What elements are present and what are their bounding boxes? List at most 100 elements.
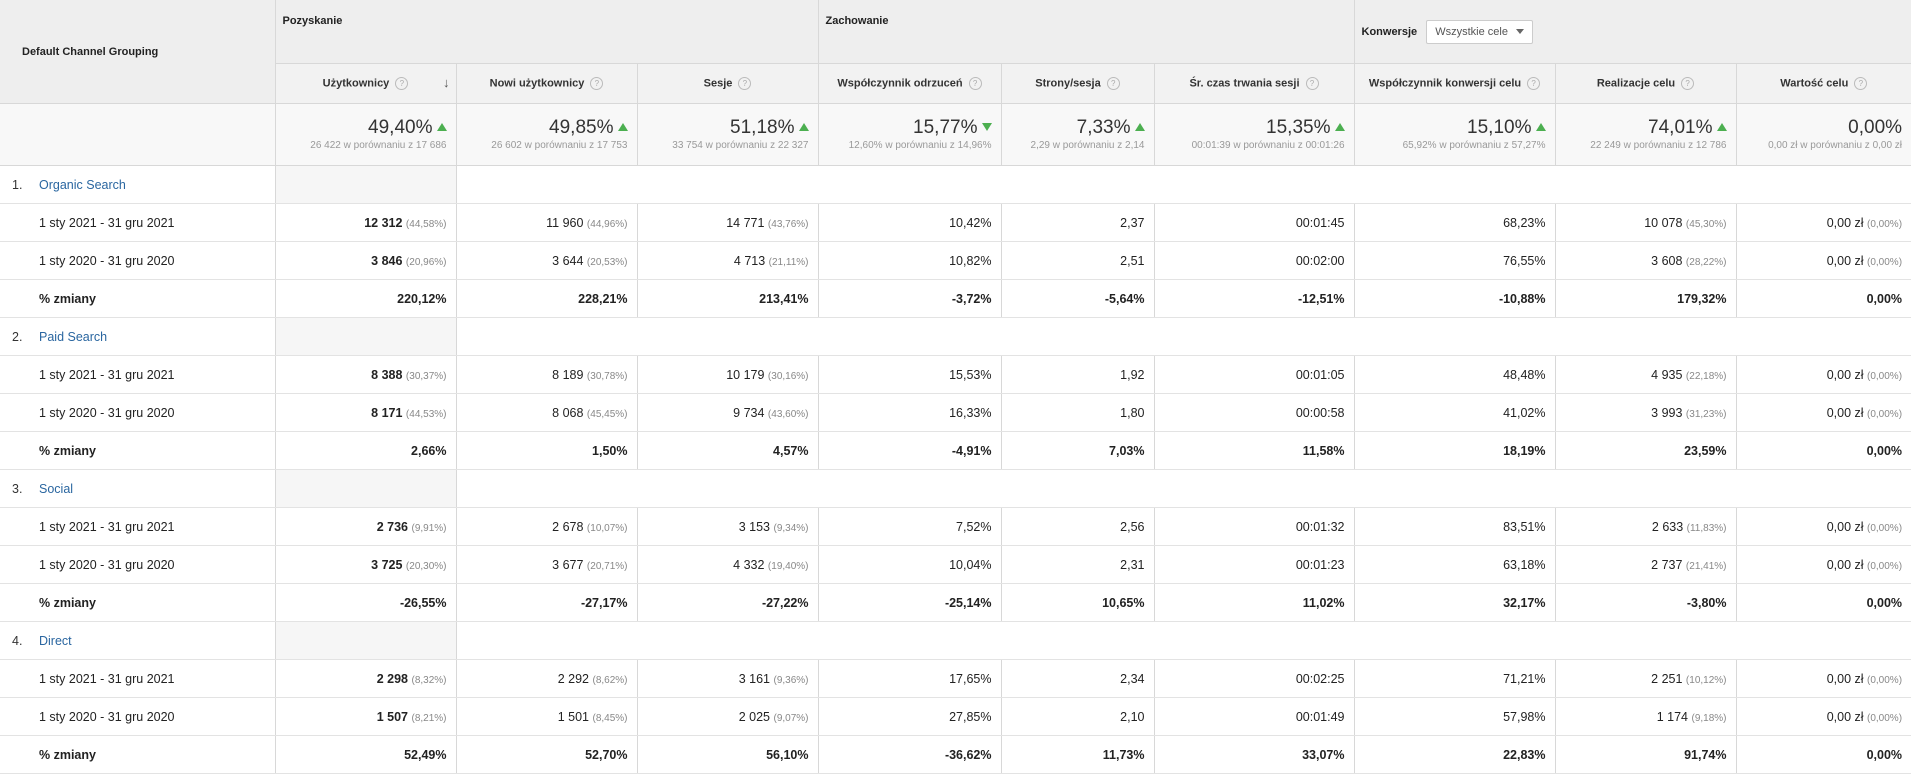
column-header-label: Realizacje celu — [1596, 77, 1676, 90]
column-header-label: Śr. czas trwania sesji — [1189, 77, 1300, 90]
totals-change-value: 51,18% — [730, 117, 795, 138]
metric-share: (44,53%) — [405, 408, 447, 420]
metric-cell: 41,02% — [1353, 393, 1555, 432]
channel-row: 1. Organic Search — [0, 165, 1911, 204]
metric-cell: 00:01:23 — [1153, 545, 1354, 584]
metric-share: (20,71%) — [586, 560, 628, 572]
totals-change-value: 7,33% — [1076, 117, 1131, 138]
metric-share: (21,11%) — [768, 256, 809, 268]
totals-comparison: 22 249 w porównaniu z 12 786 — [1590, 140, 1727, 151]
metric-value: -25,14% — [944, 595, 992, 610]
metric-cell: 11,58% — [1153, 431, 1354, 470]
metric-value: 0,00 zł — [1826, 253, 1864, 268]
row-label: % zmiany — [0, 431, 275, 470]
metric-cell: 63,18% — [1353, 545, 1555, 584]
channel-link[interactable]: Social — [39, 481, 74, 496]
help-icon[interactable]: ? — [1106, 77, 1120, 90]
metric-value: 10,82% — [949, 253, 992, 268]
column-header-8[interactable]: Wartość celu? — [1735, 63, 1911, 104]
totals-cell: 51,18% 33 754 w porównaniu z 22 327 — [636, 103, 818, 166]
goal-select[interactable]: Wszystkie cele — [1426, 19, 1533, 44]
help-icon[interactable]: ? — [968, 77, 982, 90]
channel-link[interactable]: Direct — [39, 633, 72, 648]
help-icon[interactable]: ? — [1527, 77, 1541, 90]
help-icon[interactable]: ? — [590, 77, 604, 90]
metric-value: 10 078 — [1644, 215, 1683, 230]
change-row: % zmiany 220,12% 228,21% 213,41% -3,72% -5,64… — [0, 279, 1911, 318]
metric-cell: 0,00% — [1735, 279, 1911, 318]
metric-value: 213,41% — [759, 291, 809, 306]
column-header-label: Współczynnik konwersji celu — [1368, 77, 1522, 90]
metric-cell: 0,00 zł (0,00%) — [1735, 697, 1911, 736]
metric-value: -12,51% — [1297, 291, 1345, 306]
metric-cell: 2 736 (9,91%) — [274, 507, 456, 546]
column-header-7[interactable]: Realizacje celu? — [1554, 63, 1736, 104]
metric-share: (9,91%) — [411, 522, 447, 534]
metric-cell: -10,88% — [1353, 279, 1555, 318]
help-icon[interactable]: ? — [738, 77, 752, 90]
channel-link[interactable]: Organic Search — [39, 177, 126, 192]
metric-cell: 0,00% — [1735, 583, 1911, 622]
metric-share: (30,37%) — [405, 370, 447, 382]
trend-down-icon — [981, 123, 992, 131]
row-label: 1 sty 2021 - 31 gru 2021 — [0, 507, 275, 546]
metric-value: 228,21% — [578, 291, 628, 306]
metric-value: 7,52% — [956, 519, 992, 534]
help-icon[interactable]: ? — [1681, 77, 1695, 90]
help-icon[interactable]: ? — [1305, 77, 1319, 90]
metric-cell: 76,55% — [1353, 241, 1555, 280]
column-header-2[interactable]: Sesje? — [636, 63, 818, 104]
trend-up-icon — [1535, 123, 1546, 131]
metric-value: 10,65% — [1102, 595, 1145, 610]
sort-arrow-icon[interactable]: ↓ — [443, 75, 450, 90]
metric-cell: 2 292 (8,62%) — [455, 659, 637, 698]
column-header-0[interactable]: Użytkownicy? ↓ — [274, 63, 456, 104]
metric-value: 11,02% — [1302, 595, 1345, 610]
metric-cell: 228,21% — [455, 279, 637, 318]
totals-comparison: 26 422 w porównaniu z 17 686 — [310, 140, 447, 151]
column-header-3[interactable]: Współczynnik odrzuceń? — [817, 63, 1001, 104]
metric-cell: 00:01:05 — [1153, 355, 1354, 394]
totals-cell: 49,85% 26 602 w porównaniu z 17 753 — [455, 103, 637, 166]
metric-value: 0,00 zł — [1826, 367, 1864, 382]
metric-value: 57,98% — [1503, 709, 1546, 724]
column-header-5[interactable]: Śr. czas trwania sesji? — [1153, 63, 1354, 104]
help-icon[interactable]: ? — [395, 77, 409, 90]
column-header-4[interactable]: Strony/sesja? — [1000, 63, 1154, 104]
metric-value: 179,32% — [1677, 291, 1727, 306]
empty-cell — [456, 317, 1911, 356]
metric-cell: 71,21% — [1353, 659, 1555, 698]
metric-share: (0,00%) — [1867, 712, 1903, 724]
metric-share: (0,00%) — [1867, 522, 1903, 534]
totals-cell: 49,40% 26 422 w porównaniu z 17 686 — [274, 103, 456, 166]
metric-cell: 0,00 zł (0,00%) — [1735, 393, 1911, 432]
column-header-1[interactable]: Nowi użytkownicy? — [455, 63, 637, 104]
metric-value: 1 174 — [1656, 709, 1688, 724]
metric-value: 2,66% — [411, 443, 447, 458]
metric-cell: 3 725 (20,30%) — [274, 545, 456, 584]
metric-value: 22,83% — [1503, 747, 1546, 762]
row-index: 3. — [12, 481, 23, 496]
metric-value: 1,80 — [1120, 405, 1145, 420]
trend-up-icon — [798, 123, 809, 131]
column-header-label: Współczynnik odrzuceń — [837, 77, 963, 90]
metric-cell: 0,00 zł (0,00%) — [1735, 545, 1911, 584]
metric-cell: 4 332 (19,40%) — [636, 545, 818, 584]
column-header-6[interactable]: Współczynnik konwersji celu? — [1353, 63, 1555, 104]
row-index: 1. — [12, 177, 23, 192]
metric-value: 2 633 — [1651, 519, 1684, 534]
metric-cell: 52,49% — [274, 735, 456, 774]
metric-value: 2 025 — [738, 709, 770, 724]
totals-comparison: 65,92% w porównaniu z 57,27% — [1402, 140, 1546, 151]
totals-change-value: 15,77% — [913, 117, 978, 138]
channel-link[interactable]: Paid Search — [39, 329, 108, 344]
help-icon[interactable]: ? — [1854, 77, 1868, 90]
metric-cell: -26,55% — [274, 583, 456, 622]
channel-name-cell: 4. Direct — [0, 621, 275, 660]
metric-cell: 0,00 zł (0,00%) — [1735, 659, 1911, 698]
metric-cell: 48,48% — [1353, 355, 1555, 394]
metric-value: 2,31 — [1120, 557, 1145, 572]
metric-value: 0,00% — [1866, 291, 1903, 306]
totals-change-value: 49,85% — [549, 117, 614, 138]
metric-value: 00:01:32 — [1295, 519, 1345, 534]
